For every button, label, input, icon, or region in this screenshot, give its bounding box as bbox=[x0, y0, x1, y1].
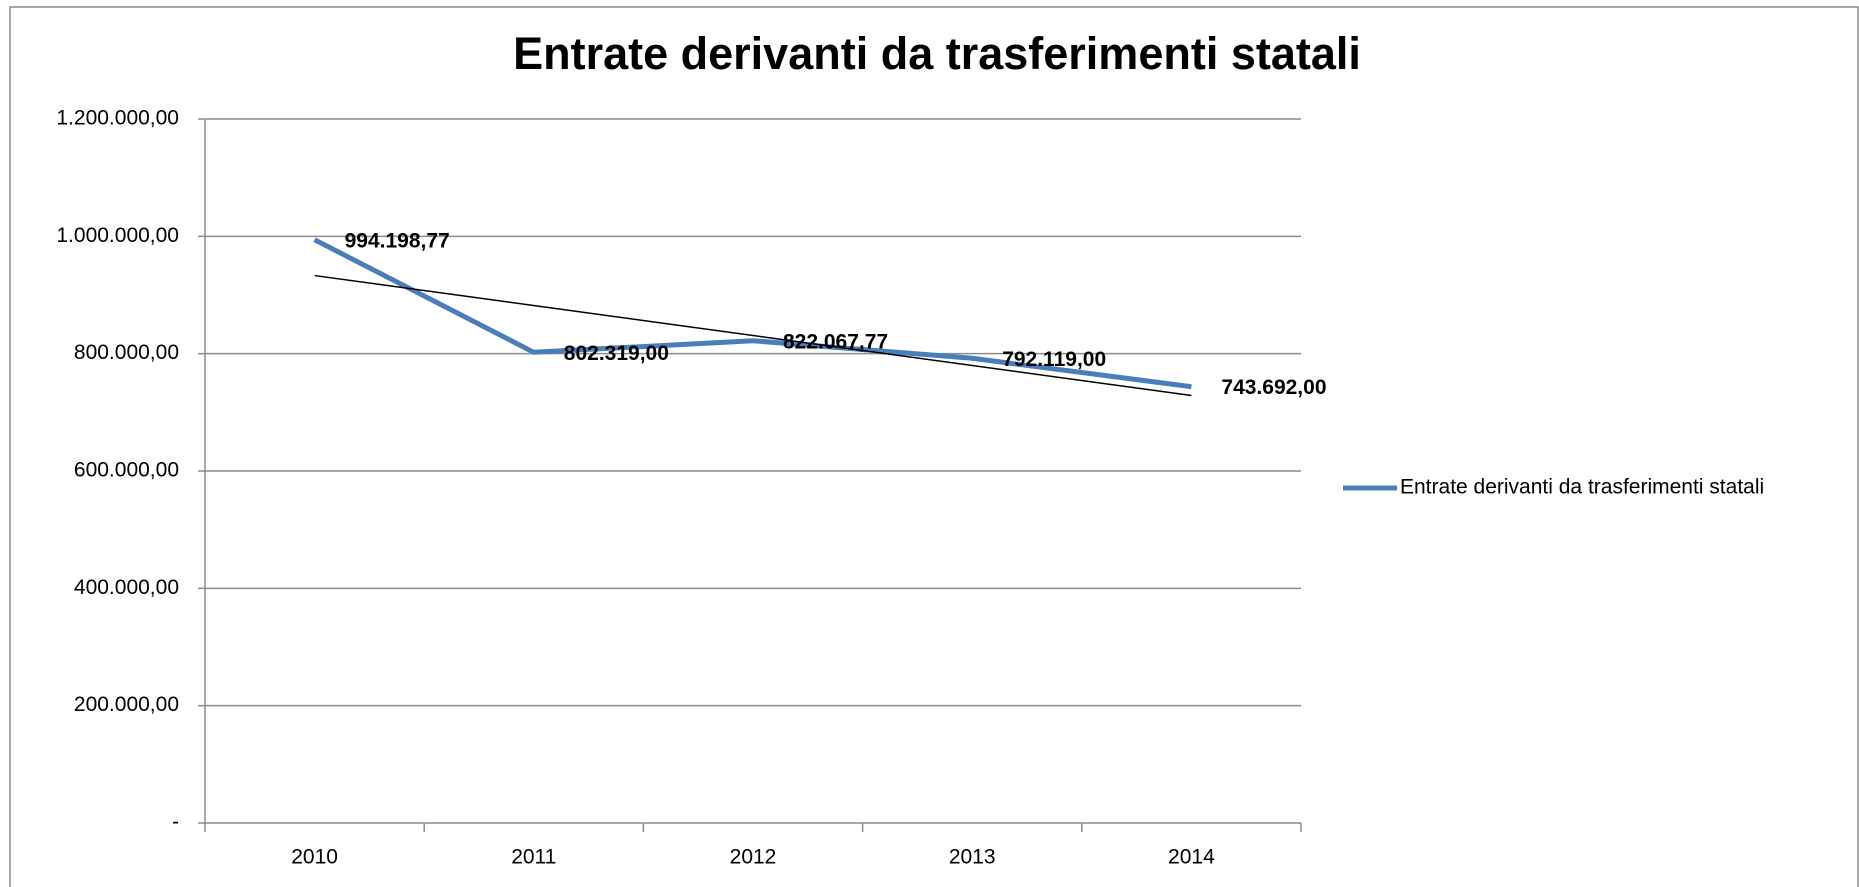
x-tick-label: 2014 bbox=[1168, 846, 1215, 869]
y-tick-label: 1.200.000,00 bbox=[56, 107, 179, 130]
legend-label: Entrate derivanti da trasferimenti stata… bbox=[1400, 476, 1764, 499]
data-label: 822.067,77 bbox=[783, 330, 888, 353]
y-tick-label: - bbox=[172, 811, 179, 834]
y-tick-label: 800.000,00 bbox=[74, 341, 179, 364]
y-tick-label: 600.000,00 bbox=[74, 459, 179, 482]
x-tick-label: 2013 bbox=[949, 846, 996, 869]
x-tick-label: 2010 bbox=[291, 846, 338, 869]
trendline bbox=[314, 274, 1192, 397]
data-label: 994.198,77 bbox=[345, 229, 450, 252]
x-tick-label: 2011 bbox=[511, 846, 556, 869]
y-tick-label: 400.000,00 bbox=[74, 576, 179, 599]
y-tick-label: 200.000,00 bbox=[74, 693, 179, 716]
x-tick-label: 2012 bbox=[730, 846, 777, 869]
y-tick-label: 1.000.000,00 bbox=[56, 224, 179, 247]
data-label: 743.692,00 bbox=[1221, 376, 1326, 399]
data-label: 792.119,00 bbox=[1002, 348, 1106, 371]
data-label: 802.319,00 bbox=[564, 342, 669, 365]
chart-title: Entrate derivanti da trasferimenti stata… bbox=[513, 28, 1361, 79]
data-line bbox=[313, 237, 1192, 390]
chart-border bbox=[9, 6, 1859, 887]
